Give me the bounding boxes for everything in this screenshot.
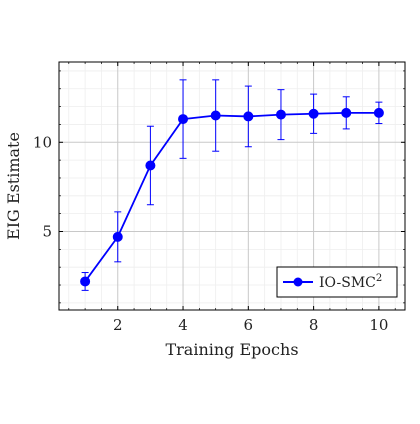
data-point	[243, 111, 254, 122]
legend-series-name: IO-SMC	[319, 275, 376, 291]
data-point	[80, 276, 91, 287]
data-point	[210, 110, 221, 121]
legend: IO-SMC2	[276, 266, 398, 298]
data-point	[112, 231, 123, 242]
series-lines	[84, 111, 379, 282]
x-axis-label: Training Epochs	[165, 340, 298, 359]
data-point	[178, 114, 189, 125]
x-tick-label: 8	[309, 316, 319, 334]
x-tick-label: 6	[244, 316, 254, 334]
y-tick-label: 5	[42, 222, 52, 240]
data-point	[373, 107, 384, 118]
axis-tick-labels: 2 4 6 8 10 5 10	[33, 133, 389, 334]
data-point	[341, 107, 352, 118]
legend-series-superscript: 2	[376, 273, 382, 284]
data-point	[308, 108, 319, 119]
series-line	[84, 111, 379, 282]
x-tick-label: 2	[113, 316, 123, 334]
data-point	[145, 160, 156, 171]
y-axis-label: EIG Estimate	[4, 132, 23, 240]
legend-entry-label: IO-SMC2	[319, 273, 382, 291]
legend-marker-swatch	[293, 277, 303, 287]
x-tick-label: 4	[178, 316, 188, 334]
y-tick-label: 10	[33, 133, 52, 151]
axis-ticks	[59, 62, 405, 310]
series-markers	[80, 107, 384, 287]
x-tick-label: 10	[369, 316, 388, 334]
data-point	[275, 109, 286, 120]
